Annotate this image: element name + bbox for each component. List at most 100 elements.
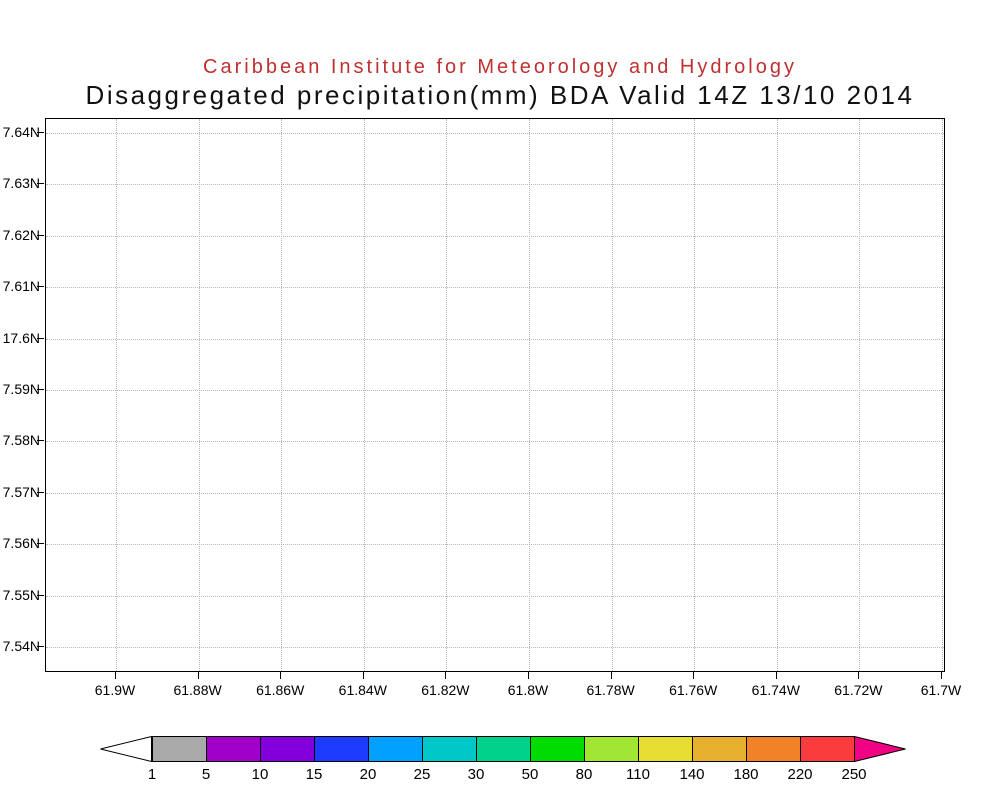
x-tick-mark [693, 672, 695, 679]
colorbar-segment [476, 736, 531, 762]
colorbar-tick-label: 140 [679, 766, 705, 783]
colorbar-segment [530, 736, 585, 762]
colorbar-tick-label: 180 [733, 766, 759, 783]
y-tick-label: 7.64N [2, 124, 40, 140]
x-gridline [859, 119, 861, 671]
y-tick-label: 7.55N [2, 586, 40, 603]
y-gridline [46, 184, 944, 186]
colorbar-tick-label: 20 [359, 766, 377, 783]
title-institute: Caribbean Institute for Meteorology and … [203, 56, 797, 78]
y-tick-label: 7.59N [2, 381, 40, 397]
y-tick-mark [37, 234, 44, 236]
x-gridline [446, 119, 448, 671]
y-gridline [46, 133, 944, 134]
y-tick-label: 7.57N [2, 483, 40, 500]
x-gridline [942, 119, 943, 671]
x-tick-label: 61.74W [751, 682, 800, 698]
y-tick-mark [37, 389, 44, 390]
colorbar-segment [746, 736, 801, 762]
x-tick-mark [445, 672, 447, 679]
colorbar-tick-label: 50 [521, 766, 539, 783]
x-tick-mark [280, 672, 282, 679]
x-gridline [529, 119, 530, 671]
colorbar-tick-label: 30 [467, 766, 485, 783]
x-gridline [363, 119, 365, 671]
y-tick-mark [37, 646, 44, 647]
colorbar-segment [260, 736, 315, 762]
colorbar-segment [584, 736, 639, 762]
y-gridline [46, 390, 944, 391]
x-tick-label: 61.82W [421, 682, 470, 698]
title-product: Disaggregated precipitation(mm) BDA Vali… [85, 80, 915, 110]
x-tick-label: 61.8W [507, 682, 549, 698]
colorbar-tick-label: 1 [147, 766, 157, 783]
colorbar-segment [800, 736, 855, 762]
y-tick-label: 17.6N [2, 329, 40, 346]
colorbar-segment [422, 736, 477, 762]
colorbar-segment [314, 736, 369, 762]
y-gridline [46, 441, 944, 443]
y-tick-label: 7.61N [2, 278, 40, 295]
plot-area [45, 118, 945, 672]
colorbar-tick-label: 5 [201, 766, 211, 783]
colorbar-segment [368, 736, 423, 762]
y-tick-mark [37, 594, 44, 596]
y-gridline [46, 287, 944, 289]
x-tick-mark [362, 672, 364, 679]
y-tick-label: 7.58N [2, 432, 40, 449]
y-tick-mark [37, 183, 44, 185]
colorbar-segment [638, 736, 693, 762]
x-tick-label: 61.78W [586, 682, 635, 698]
x-tick-mark [941, 672, 942, 679]
x-tick-mark [858, 672, 860, 679]
x-tick-mark [197, 672, 199, 679]
x-tick-mark [610, 672, 612, 679]
x-tick-label: 61.84W [338, 682, 387, 698]
x-gridline [198, 119, 200, 671]
x-tick-label: 61.76W [669, 682, 718, 698]
colorbar-tick-label: 250 [841, 766, 867, 783]
colorbar-segment [692, 736, 747, 762]
colorbar [100, 736, 906, 762]
x-gridline [281, 119, 283, 671]
colorbar-segment [206, 736, 261, 762]
colorbar-tick-label: 15 [305, 766, 323, 783]
x-tick-mark [115, 672, 116, 679]
colorbar-tick-label: 10 [251, 766, 269, 783]
y-tick-mark [37, 543, 44, 545]
x-tick-mark [528, 672, 529, 679]
x-gridline [116, 119, 117, 671]
y-tick-mark [37, 440, 44, 442]
x-gridline [611, 119, 613, 671]
y-tick-mark [37, 286, 44, 288]
y-tick-mark [37, 132, 44, 133]
y-gridline [46, 595, 944, 597]
x-tick-label: 61.7W [920, 682, 962, 698]
colorbar-tick-label: 80 [575, 766, 593, 783]
y-tick-mark [37, 491, 44, 493]
y-tick-label: 7.63N [2, 175, 40, 192]
x-tick-label: 61.9W [94, 682, 136, 698]
y-gridline [46, 492, 944, 494]
y-gridline [46, 235, 944, 237]
y-tick-label: 7.62N [2, 226, 40, 243]
x-gridline [776, 119, 778, 671]
y-tick-mark [37, 337, 44, 339]
x-tick-label: 61.88W [173, 682, 222, 698]
y-tick-label: 7.56N [2, 535, 40, 552]
x-tick-label: 61.86W [256, 682, 305, 698]
colorbar-segment [152, 736, 207, 762]
y-gridline [46, 544, 944, 546]
y-tick-label: 7.54N [2, 638, 40, 654]
x-gridline [694, 119, 696, 671]
y-gridline [46, 338, 944, 340]
colorbar-tick-label: 110 [626, 766, 650, 783]
colorbar-tick-label: 220 [787, 766, 813, 783]
x-tick-mark [775, 672, 777, 679]
colorbar-tick-label: 25 [413, 766, 431, 783]
colorbar-under-arrow [100, 736, 152, 762]
colorbar-over-arrow [854, 736, 906, 762]
y-gridline [46, 647, 944, 648]
x-tick-label: 61.72W [834, 682, 883, 698]
